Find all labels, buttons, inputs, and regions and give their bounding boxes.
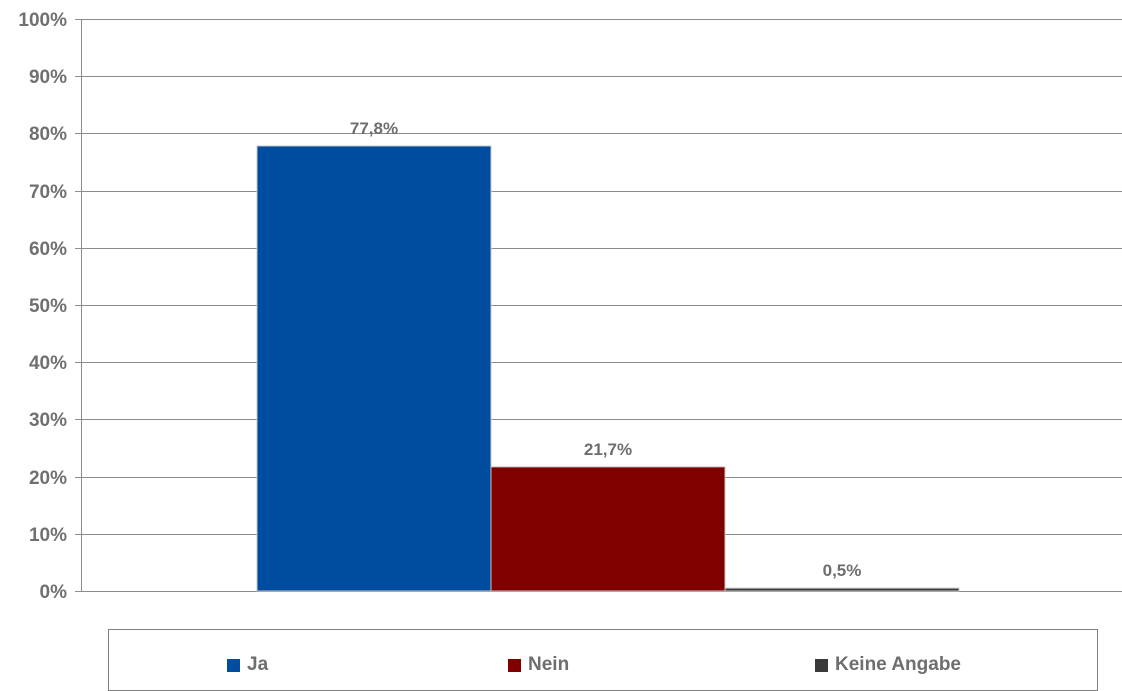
- legend: Ja Nein Keine Angabe: [108, 629, 1098, 691]
- bars: [256, 145, 960, 592]
- data-label: 77,8%: [350, 119, 398, 138]
- y-tick-label: 10%: [29, 525, 67, 546]
- bar-nein: [490, 466, 726, 592]
- y-tick-label: 50%: [29, 296, 67, 317]
- y-tick-label: 40%: [29, 353, 67, 374]
- legend-swatch-keine-angabe: [815, 658, 828, 672]
- y-tick-label: 20%: [29, 468, 67, 489]
- legend-item-nein: Nein: [508, 654, 569, 676]
- data-label: 21,7%: [584, 440, 632, 459]
- bar-keine-angabe: [724, 587, 960, 592]
- bar-ja: [256, 145, 492, 592]
- bar-chart: 77,8% 21,7% 0,5% 0% 10% 20% 30% 40% 50% 60% 70% 80…: [18, 10, 1122, 603]
- y-tick-label: 0%: [40, 582, 68, 603]
- y-tick-label: 60%: [29, 239, 67, 260]
- y-tick-label: 80%: [29, 124, 67, 145]
- y-tick-label: 90%: [29, 67, 67, 88]
- y-tick-label: 30%: [29, 410, 67, 431]
- legend-swatch-nein: [508, 658, 521, 672]
- legend-item-keine-angabe: Keine Angabe: [815, 654, 961, 676]
- y-tick-label: 100%: [18, 10, 67, 31]
- legend-label-keine-angabe: Keine Angabe: [835, 654, 961, 675]
- data-label: 0,5%: [823, 561, 862, 580]
- legend-item-ja: Ja: [227, 654, 268, 676]
- legend-label-nein: Nein: [528, 654, 570, 675]
- legend-swatch-ja: [227, 658, 240, 672]
- legend-label-ja: Ja: [247, 654, 269, 675]
- data-labels: 77,8% 21,7% 0,5%: [350, 119, 861, 580]
- gridlines: [81, 19, 1122, 535]
- y-tick-labels: 0% 10% 20% 30% 40% 50% 60% 70% 80% 90% 100%: [18, 10, 67, 603]
- y-tick-label: 70%: [29, 182, 67, 203]
